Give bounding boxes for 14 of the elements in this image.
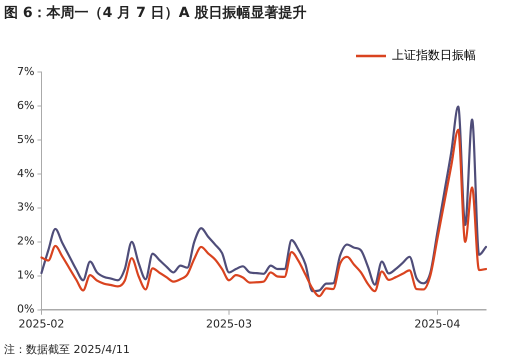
y-tick-label: 6%	[17, 98, 34, 112]
y-tick-label: 7%	[17, 64, 34, 78]
x-tick-label: 2025-03	[206, 317, 252, 330]
y-tick-label: 1%	[17, 268, 34, 282]
y-tick-label: 3%	[17, 200, 34, 214]
y-tick-label: 0%	[17, 302, 34, 316]
y-tick-label: 5%	[17, 132, 34, 146]
text: 注：数据截至 2025/4/11	[4, 342, 130, 357]
chart-title: 图 6：本周一（4 月 7 日）A 股日振幅显著提升	[4, 4, 306, 22]
legend-label: 上证指数日振幅	[392, 48, 476, 62]
y-tick-label: 2%	[17, 234, 34, 248]
y-tick-label: 4%	[17, 166, 34, 180]
x-tick-label: 2025-02	[18, 317, 64, 330]
x-tick-label: 2025-04	[414, 317, 460, 330]
